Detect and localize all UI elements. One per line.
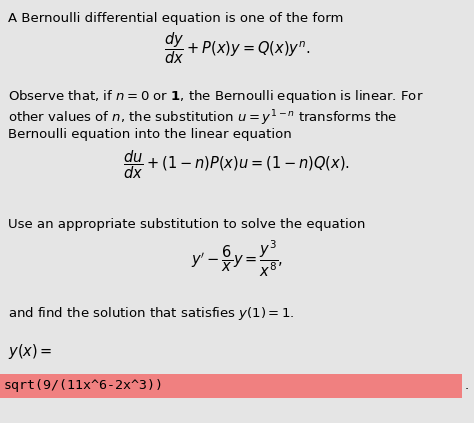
- Text: Use an appropriate substitution to solve the equation: Use an appropriate substitution to solve…: [8, 218, 365, 231]
- FancyBboxPatch shape: [0, 374, 462, 398]
- Text: and find the solution that satisfies $y(1) = 1$.: and find the solution that satisfies $y(…: [8, 305, 295, 322]
- Text: .: .: [465, 379, 469, 392]
- Text: other values of $n$, the substitution $u = y^{1-n}$ transforms the: other values of $n$, the substitution $u…: [8, 108, 398, 128]
- Text: $\dfrac{dy}{dx} + P(x)y = Q(x)y^n.$: $\dfrac{dy}{dx} + P(x)y = Q(x)y^n.$: [164, 30, 310, 66]
- Text: $\dfrac{du}{dx} + (1-n)P(x)u = (1-n)Q(x).$: $\dfrac{du}{dx} + (1-n)P(x)u = (1-n)Q(x)…: [124, 148, 350, 181]
- Text: $y' - \dfrac{6}{x}y = \dfrac{y^3}{x^8},$: $y' - \dfrac{6}{x}y = \dfrac{y^3}{x^8},$: [191, 238, 283, 279]
- Text: sqrt(9/(11x^6-2x^3)): sqrt(9/(11x^6-2x^3)): [4, 379, 164, 392]
- Text: A Bernoulli differential equation is one of the form: A Bernoulli differential equation is one…: [8, 12, 343, 25]
- Text: $y(x) =$: $y(x) =$: [8, 342, 53, 361]
- Text: Bernoulli equation into the linear equation: Bernoulli equation into the linear equat…: [8, 128, 292, 141]
- Text: Observe that, if $n = 0$ or $\mathbf{1}$, the Bernoulli equation is linear. For: Observe that, if $n = 0$ or $\mathbf{1}$…: [8, 88, 424, 105]
